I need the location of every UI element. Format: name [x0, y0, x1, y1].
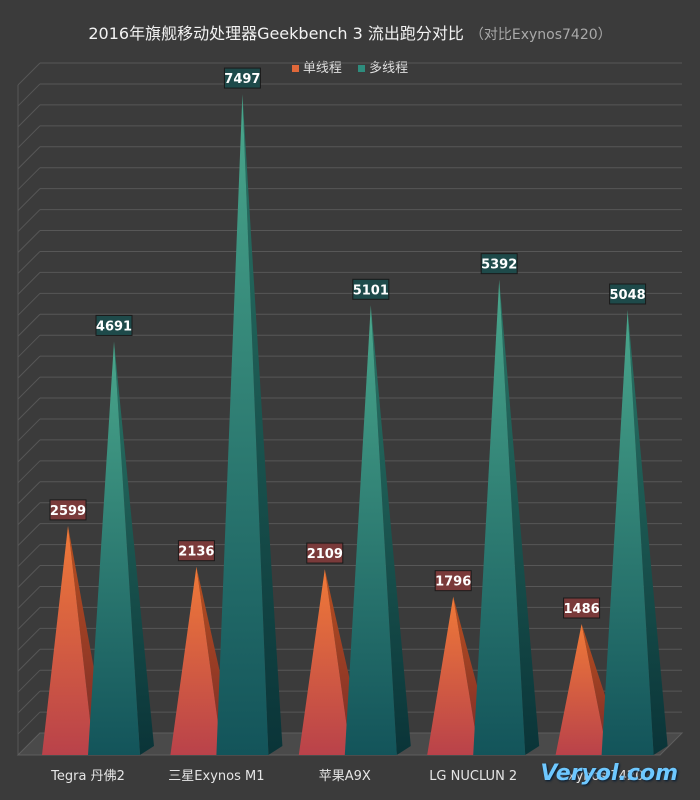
data-label-single: 2599	[50, 504, 86, 519]
data-label-box-single	[306, 542, 344, 564]
data-label-multi: 5392	[481, 258, 517, 273]
grid-line-depth	[17, 544, 41, 567]
data-label-single: 1486	[564, 602, 600, 617]
grid-line-depth	[17, 418, 41, 442]
pyramid-multi	[216, 94, 269, 755]
data-label-box-single	[563, 597, 601, 619]
pyramid-side-multi	[370, 305, 411, 755]
watermark: Veryol.com	[540, 761, 678, 786]
grid-line-depth	[17, 523, 41, 546]
grid-line-depth	[17, 565, 41, 588]
data-label-single: 2136	[178, 545, 214, 560]
legend-item-multi: 多线程	[358, 57, 408, 76]
chart-marks: 2599 4691 2136 7497 2109 5101 1796 5392 1486 5048	[42, 67, 668, 755]
pyramid-single	[298, 569, 351, 755]
pyramid-single	[427, 596, 480, 755]
grid-line-depth	[17, 104, 41, 128]
pyramid-multi	[473, 279, 526, 755]
data-label-box-single	[49, 499, 87, 521]
legend-swatch-single	[291, 65, 299, 72]
legend-label-single: 单线程	[302, 61, 342, 76]
x-tick-label: Tegra 丹佛2	[50, 769, 125, 784]
grid-line-depth	[17, 502, 41, 526]
grid-line-depth	[17, 376, 41, 400]
grid-line-depth	[17, 627, 41, 651]
grid-line-depth	[17, 669, 41, 693]
grid-line-depth	[17, 83, 41, 107]
legend-label-multi: 多线程	[369, 61, 409, 76]
grid-line-depth	[17, 397, 41, 421]
pyramid-multi	[88, 341, 140, 755]
x-axis-labels: Tegra 丹佛2 三星Exynos M1 苹果A9X LG NUCLUN 2 Exyn…	[50, 769, 643, 784]
chart-subtitle: （对比Exynos7420）	[469, 27, 612, 43]
grid-line-depth	[17, 272, 41, 295]
chart-title-text: 2016年旗舰移动处理器Geekbench 3 流出跑分对比	[88, 24, 464, 43]
x-tick-label: 三星Exynos M1	[168, 769, 264, 784]
data-label-multi: 5101	[353, 283, 389, 298]
grid-line-depth	[17, 313, 41, 337]
pyramid-side-multi	[114, 341, 154, 755]
chart-legend: 单线程 多线程	[0, 57, 700, 76]
x-tick-label: LG NUCLUN 2	[429, 769, 517, 784]
data-label-multi: 7497	[224, 72, 260, 87]
pyramid-single	[555, 623, 608, 755]
data-label-multi: 4691	[96, 319, 132, 334]
grid-line-depth	[17, 481, 41, 505]
grid-line-depth	[17, 711, 41, 735]
grid-line-depth	[17, 292, 41, 316]
chart-title: 2016年旗舰移动处理器Geekbench 3 流出跑分对比 （对比Exynos7…	[0, 20, 700, 44]
grid-line-depth	[17, 251, 41, 274]
data-label-box-multi	[480, 253, 518, 275]
grid-line-depth	[17, 167, 41, 191]
grid-line-depth	[17, 146, 41, 170]
pyramid-side-multi	[627, 309, 668, 755]
grid-line-depth	[17, 334, 41, 358]
grid-line-depth	[17, 209, 41, 232]
legend-item-single: 单线程	[291, 57, 342, 76]
grid-line-depth	[17, 125, 41, 149]
grid-line-depth	[17, 230, 41, 253]
grid-line-depth	[17, 607, 41, 630]
data-label-box-single	[177, 540, 215, 562]
pyramid-multi	[601, 309, 654, 755]
x-tick-label: Exynos 7420	[560, 769, 644, 784]
grid-lines	[17, 62, 682, 756]
grid-line-depth	[17, 355, 41, 379]
pyramid-side-multi	[242, 94, 283, 755]
grid-line-depth	[17, 439, 41, 463]
grid-line-depth	[17, 690, 41, 714]
pyramid-multi	[344, 305, 397, 755]
data-label-box-multi	[609, 283, 647, 305]
grid-line-depth	[17, 62, 41, 86]
legend-swatch-multi	[358, 65, 366, 72]
x-tick-label: 苹果A9X	[319, 769, 371, 784]
data-label-box-multi	[223, 67, 261, 89]
grid-line-depth	[17, 648, 41, 672]
data-label-box-multi	[352, 278, 390, 300]
data-label-single: 2109	[307, 547, 343, 562]
pyramid-side-multi	[499, 279, 540, 755]
grid-line-depth	[17, 188, 41, 211]
data-label-single: 1796	[435, 575, 471, 590]
data-label-multi: 5048	[610, 288, 646, 303]
data-label-box-multi	[95, 314, 133, 336]
data-label-box-single	[434, 570, 472, 592]
grid-line-depth	[17, 460, 41, 484]
grid-line-depth	[17, 586, 41, 609]
pyramid-single	[42, 525, 94, 755]
pyramid-single	[170, 566, 223, 755]
